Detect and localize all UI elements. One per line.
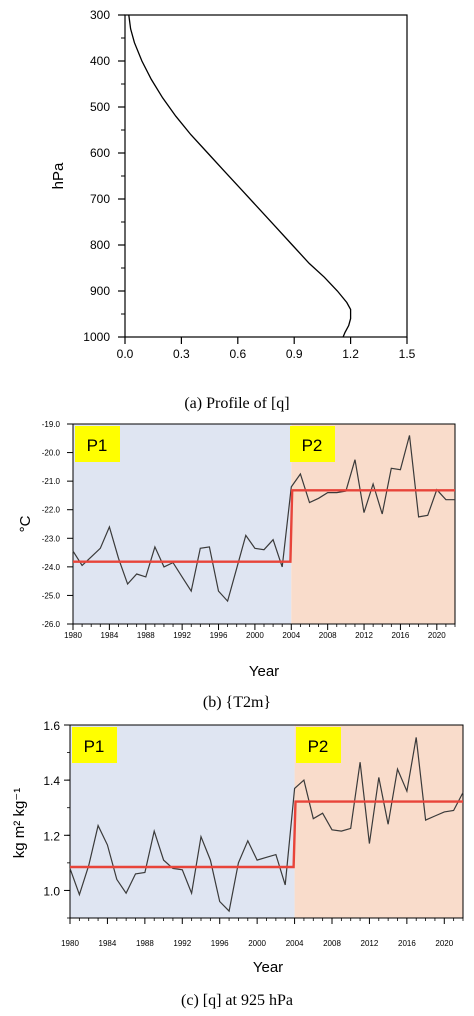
b-period-mean-line [73, 489, 455, 563]
a-y-tick-label: 900 [90, 284, 110, 298]
c-x-tick-label: 1984 [99, 939, 117, 948]
c-x-tick-label: 1988 [136, 939, 154, 948]
a-y-tick-label: 300 [90, 8, 110, 22]
b-y-tick-label: -21.0 [42, 477, 61, 486]
a-y-tick-label: 1000 [83, 330, 110, 344]
panel-a-x-tick-labels: 0.0 0.3 0.6 0.9 1.2 1.5 [117, 347, 416, 361]
b-y-tick-label: -19.0 [42, 420, 61, 429]
b-p2-label: P2 [302, 436, 323, 455]
b-p2-label-box [290, 426, 335, 462]
panel-c: P1 P2 1.0 1.2 1.4 1.6 1980 1984 1988 199… [11, 719, 464, 1009]
panel-a-plot-frame [124, 14, 408, 338]
c-series-line [69, 737, 464, 913]
b-y-tick-label: -23.0 [42, 534, 61, 543]
c-x-tick-label: 1996 [211, 939, 229, 948]
a-x-tick-label: 0.0 [117, 347, 134, 361]
c-ticks [64, 724, 464, 924]
c-x-tick-label: 2016 [398, 939, 416, 948]
c-y-tick-label: 1.2 [43, 829, 60, 843]
a-y-tick-label: 800 [90, 238, 110, 252]
c-p2-label-box [296, 727, 341, 763]
b-x-tick-label: 2012 [355, 631, 373, 640]
a-y-tick-label: 500 [90, 100, 110, 114]
c-y-tick-label: 1.0 [43, 884, 60, 898]
panel-a-ticks [118, 14, 408, 344]
b-caption: (b) {T2m} [203, 694, 271, 711]
c-period-mean-line [70, 800, 463, 869]
c-p1-label: P1 [84, 737, 105, 756]
c-x-tick-label: 2020 [435, 939, 453, 948]
b-y-tick-label: -25.0 [42, 591, 61, 600]
panel-a: 300 400 500 600 700 800 900 1000 0.0 0.3… [50, 8, 416, 412]
b-y-tick-label: -22.0 [42, 506, 61, 515]
c-p2-label: P2 [308, 737, 329, 756]
b-ticks [67, 423, 456, 630]
c-x-tick-label: 2000 [248, 939, 266, 948]
panel-a-y-tick-labels: 300 400 500 600 700 800 900 1000 [83, 8, 110, 344]
a-x-tick-label: 1.5 [399, 347, 416, 361]
b-x-tick-label: 1996 [210, 631, 228, 640]
b-x-tick-label: 1980 [64, 631, 82, 640]
b-x-tick-label: 1992 [173, 631, 191, 640]
b-p1-label: P1 [87, 436, 108, 455]
b-y-tick-labels: -19.0 -20.0 -21.0 -22.0 -23.0 -24.0 -25.… [42, 420, 61, 629]
c-x-axis-title: Year [253, 959, 283, 976]
b-x-tick-label: 2016 [392, 631, 410, 640]
a-caption: (a) Profile of [q] [184, 395, 289, 412]
c-y-tick-labels: 1.0 1.2 1.4 1.6 [43, 719, 60, 898]
b-x-tick-label: 2020 [428, 631, 446, 640]
c-y-tick-label: 1.6 [43, 719, 60, 733]
a-profile-line [128, 14, 352, 338]
c-x-tick-labels: 1980 1984 1988 1992 1996 2000 2004 2008 … [61, 939, 454, 948]
b-p1-label-box [75, 426, 120, 462]
b-y-axis-title: °C [17, 515, 34, 532]
b-y-tick-label: -24.0 [42, 563, 61, 572]
c-p1-label-box [72, 727, 117, 763]
c-x-tick-label: 1980 [61, 939, 79, 948]
b-x-tick-label: 1984 [101, 631, 119, 640]
a-x-tick-label: 1.2 [342, 347, 359, 361]
c-x-tick-label: 2012 [361, 939, 379, 948]
a-y-tick-label: 400 [90, 54, 110, 68]
a-y-tick-label: 700 [90, 192, 110, 206]
panel-b: P1 P2 -19.0 -20.0 -21.0 -22.0 -23.0 -24.… [17, 420, 456, 711]
a-x-tick-label: 0.9 [286, 347, 303, 361]
a-y-tick-label: 600 [90, 146, 110, 160]
c-x-tick-label: 1992 [173, 939, 191, 948]
b-series-line [72, 435, 455, 603]
b-x-tick-label: 2008 [319, 631, 337, 640]
b-x-tick-label: 2000 [246, 631, 264, 640]
c-x-tick-label: 2008 [323, 939, 341, 948]
c-x-tick-label: 2004 [286, 939, 304, 948]
b-x-tick-labels: 1980 1984 1988 1992 1996 2000 2004 2008 … [64, 631, 446, 640]
c-caption: (c) [q] at 925 hPa [181, 992, 293, 1009]
b-y-tick-label: -20.0 [42, 449, 61, 458]
b-x-tick-label: 2004 [282, 631, 300, 640]
a-x-tick-label: 0.3 [173, 347, 190, 361]
a-y-axis-title: hPa [50, 162, 67, 189]
a-x-tick-label: 0.6 [229, 347, 246, 361]
b-x-axis-title: Year [249, 663, 279, 680]
c-y-tick-label: 1.4 [43, 774, 60, 788]
b-y-tick-label: -26.0 [42, 620, 61, 629]
b-x-tick-label: 1988 [137, 631, 155, 640]
c-y-axis-title: kg m² kg⁻¹ [11, 788, 28, 858]
